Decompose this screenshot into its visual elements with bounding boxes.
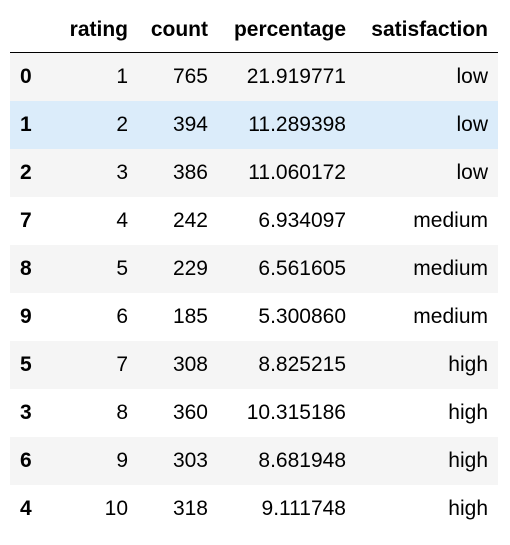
- row-index: 3: [20, 400, 32, 424]
- row-index: 2: [20, 160, 32, 184]
- cell-satisfaction: high: [448, 496, 488, 520]
- column-header-satisfaction: satisfaction: [356, 8, 498, 53]
- table-row: 0 1 765 21.919771 low: [10, 52, 498, 101]
- cell-count: 394: [172, 112, 208, 136]
- row-index: 5: [20, 352, 32, 376]
- cell-satisfaction: low: [456, 160, 488, 184]
- cell-rating: 1: [116, 64, 128, 88]
- cell-count: 242: [172, 208, 208, 232]
- header-row: rating count percentage satisfaction: [10, 8, 498, 53]
- cell-percentage: 8.681948: [258, 448, 346, 472]
- cell-count: 229: [172, 256, 208, 280]
- cell-count: 360: [172, 400, 208, 424]
- cell-percentage: 8.825215: [258, 352, 346, 376]
- cell-rating: 6: [116, 304, 128, 328]
- cell-satisfaction: medium: [413, 304, 488, 328]
- column-header-index: [10, 8, 58, 53]
- column-header-count: count: [138, 8, 218, 53]
- row-index: 7: [20, 208, 32, 232]
- table-body: 0 1 765 21.919771 low 1 2 394 11.289398 …: [10, 52, 498, 533]
- cell-rating: 4: [116, 208, 128, 232]
- cell-count: 303: [172, 448, 208, 472]
- cell-percentage: 9.111748: [261, 496, 346, 520]
- cell-satisfaction: medium: [413, 256, 488, 280]
- row-index: 4: [20, 496, 32, 520]
- table-row: 9 6 185 5.300860 medium: [10, 293, 498, 341]
- table-row: 1 2 394 11.289398 low: [10, 100, 498, 149]
- cell-count: 308: [172, 352, 208, 376]
- cell-satisfaction: high: [448, 352, 488, 376]
- cell-percentage: 21.919771: [246, 64, 346, 88]
- table-row: 4 10 318 9.111748 high: [10, 485, 498, 533]
- cell-rating: 7: [116, 352, 128, 376]
- row-index: 0: [20, 64, 32, 88]
- cell-rating: 3: [116, 160, 128, 184]
- row-index: 8: [20, 256, 32, 280]
- cell-count: 386: [172, 160, 208, 184]
- cell-count: 318: [172, 496, 208, 520]
- row-index: 9: [20, 304, 32, 328]
- cell-satisfaction: high: [448, 448, 488, 472]
- table-row: 8 5 229 6.561605 medium: [10, 244, 498, 293]
- table-row: 3 8 360 10.315186 high: [10, 389, 498, 437]
- cell-satisfaction: low: [456, 112, 488, 136]
- table-header: rating count percentage satisfaction: [10, 8, 498, 53]
- dataframe-table: rating count percentage satisfaction 0 1…: [10, 8, 498, 533]
- column-header-percentage: percentage: [218, 8, 356, 53]
- cell-rating: 2: [116, 112, 128, 136]
- table-row: 7 4 242 6.934097 medium: [10, 197, 498, 245]
- cell-satisfaction: low: [456, 64, 488, 88]
- cell-percentage: 11.289398: [248, 112, 346, 136]
- row-index: 6: [20, 448, 32, 472]
- row-index: 1: [20, 112, 32, 136]
- cell-satisfaction: high: [448, 400, 488, 424]
- column-header-rating: rating: [58, 8, 138, 53]
- cell-count: 765: [172, 64, 208, 88]
- cell-count: 185: [172, 304, 208, 328]
- cell-rating: 10: [104, 496, 128, 520]
- table-row: 6 9 303 8.681948 high: [10, 436, 498, 485]
- cell-percentage: 6.934097: [258, 208, 346, 232]
- table-row: 2 3 386 11.060172 low: [10, 148, 498, 197]
- cell-rating: 8: [116, 400, 128, 424]
- cell-percentage: 6.561605: [258, 256, 346, 280]
- cell-percentage: 10.315186: [246, 400, 346, 424]
- cell-satisfaction: medium: [413, 208, 488, 232]
- cell-percentage: 5.300860: [258, 304, 346, 328]
- dataframe-output: rating count percentage satisfaction 0 1…: [10, 8, 498, 533]
- cell-percentage: 11.060172: [248, 160, 346, 184]
- table-row: 5 7 308 8.825215 high: [10, 340, 498, 389]
- cell-rating: 5: [116, 256, 128, 280]
- cell-rating: 9: [116, 448, 128, 472]
